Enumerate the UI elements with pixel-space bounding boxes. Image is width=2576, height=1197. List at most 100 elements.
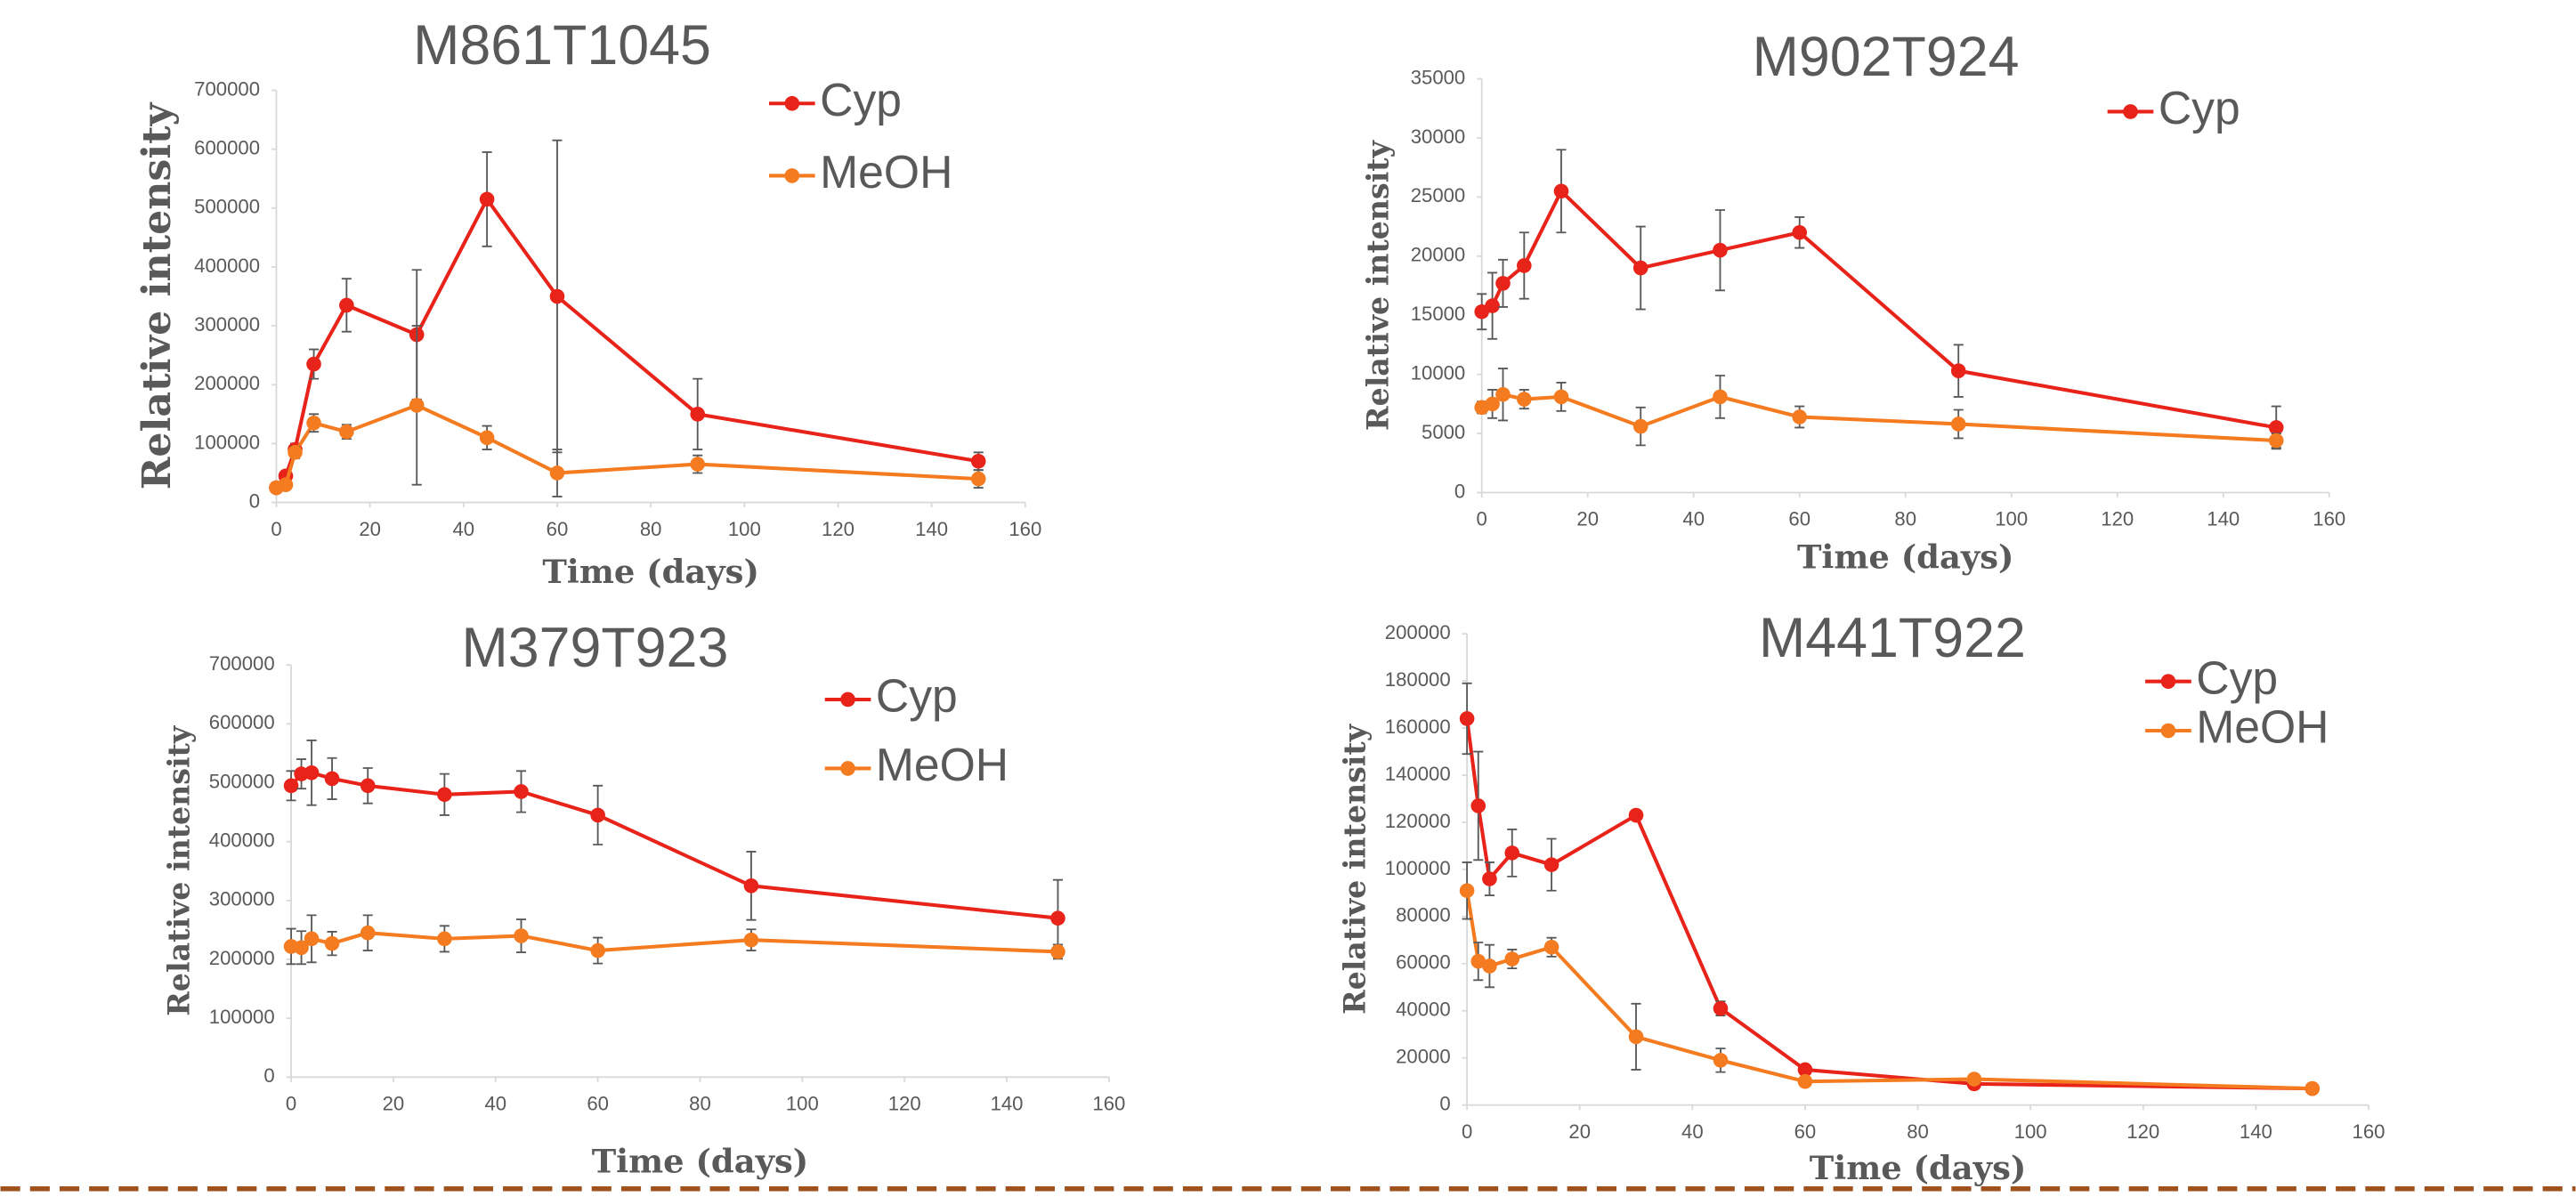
x-tick-label: 80 (689, 1093, 711, 1115)
x-tick-label: 40 (1681, 1120, 1704, 1143)
point (324, 935, 340, 951)
point (304, 764, 320, 780)
y-axis-title: Relative intensity (1337, 723, 1372, 1015)
point (1966, 1072, 1982, 1087)
x-tick-label: 140 (991, 1093, 1024, 1115)
y-tick-label: 100000 (1385, 857, 1451, 879)
point (437, 931, 452, 947)
point (1459, 711, 1475, 726)
x-tick-label: 60 (1788, 508, 1810, 530)
y-tick-label: 80000 (1396, 904, 1451, 926)
y-tick-label: 0 (1454, 480, 1465, 502)
y-tick-label: 10000 (1411, 362, 1466, 384)
legend-marker (2160, 674, 2176, 689)
y-axis-title: Relative intensity (161, 724, 196, 1016)
x-tick-label: 120 (888, 1093, 921, 1115)
point (514, 784, 529, 799)
legend-label: Cyp (2196, 651, 2278, 703)
y-tick-label: 700000 (209, 652, 275, 675)
x-tick-label: 160 (2313, 508, 2345, 530)
point (437, 787, 452, 803)
y-tick-label: 30000 (1411, 125, 1466, 148)
point (1050, 944, 1065, 959)
point (304, 931, 320, 947)
x-tick-label: 40 (1682, 508, 1705, 530)
point (306, 415, 321, 431)
legend-label: Cyp (2159, 82, 2240, 133)
y-tick-label: 120000 (1385, 810, 1451, 832)
legend-marker (784, 95, 800, 111)
series-line (1465, 718, 2313, 1091)
x-tick-label: 120 (822, 518, 855, 540)
x-tick-label: 80 (1894, 508, 1916, 530)
point (1504, 951, 1520, 966)
y-tick-label: 200000 (1385, 621, 1451, 643)
y-tick-label: 100000 (194, 431, 260, 453)
point (1553, 389, 1569, 405)
point (339, 297, 354, 313)
x-tick-label: 0 (1477, 508, 1487, 530)
x-axis-title: Time (days) (592, 1142, 809, 1181)
x-tick-label: 60 (547, 518, 569, 540)
x-tick-label: 20 (1576, 508, 1599, 530)
point (1543, 857, 1559, 872)
y-tick-label: 180000 (1385, 668, 1451, 691)
point (1553, 183, 1569, 199)
point (1543, 939, 1559, 955)
x-tick-label: 40 (484, 1093, 506, 1115)
legend-marker (840, 761, 855, 776)
point (339, 424, 354, 440)
chart-title: M441T922 (1759, 607, 2026, 669)
point (514, 928, 529, 943)
x-tick-label: 0 (286, 1093, 296, 1115)
point (409, 398, 425, 413)
point (1632, 418, 1648, 434)
legend-marker (840, 692, 855, 708)
x-tick-label: 20 (359, 518, 381, 540)
y-tick-label: 15000 (1411, 303, 1466, 325)
x-tick-label: 100 (728, 518, 761, 540)
x-tick-label: 160 (1009, 518, 1041, 540)
series-line (275, 403, 979, 489)
y-tick-label: 600000 (209, 711, 275, 733)
point (294, 940, 309, 956)
y-tick-label: 140000 (1385, 763, 1451, 785)
point (590, 807, 605, 823)
point (1792, 224, 1808, 240)
x-tick-label: 0 (271, 518, 281, 540)
point (690, 407, 706, 422)
y-tick-label: 200000 (194, 372, 260, 394)
y-tick-label: 600000 (194, 136, 260, 158)
point (1517, 258, 1532, 273)
y-tick-label: 25000 (1411, 184, 1466, 206)
y-tick-label: 0 (263, 1064, 274, 1087)
point (1495, 386, 1511, 402)
point (1485, 298, 1500, 313)
x-tick-label: 20 (1568, 1120, 1591, 1143)
y-tick-label: 300000 (209, 888, 275, 910)
point (743, 878, 759, 894)
x-tick-label: 140 (915, 518, 948, 540)
y-tick-label: 500000 (209, 770, 275, 792)
y-tick-label: 100000 (209, 1006, 275, 1028)
point (1950, 363, 1966, 378)
point (2305, 1080, 2321, 1096)
point (1459, 883, 1475, 899)
y-tick-label: 20000 (1396, 1046, 1451, 1068)
y-tick-label: 400000 (194, 255, 260, 277)
point (479, 191, 495, 207)
point (1470, 953, 1486, 969)
point (1713, 1053, 1729, 1068)
point (1470, 798, 1486, 813)
point (278, 477, 294, 493)
point (1713, 1000, 1729, 1016)
x-tick-label: 100 (786, 1093, 819, 1115)
y-tick-label: 300000 (194, 313, 260, 336)
point (1628, 807, 1644, 823)
legend-marker (2160, 723, 2176, 739)
legend-label: Cyp (876, 670, 958, 722)
y-tick-label: 0 (1439, 1093, 1450, 1115)
x-tick-label: 120 (2126, 1120, 2159, 1143)
point (1797, 1062, 1813, 1078)
point (1632, 260, 1648, 276)
